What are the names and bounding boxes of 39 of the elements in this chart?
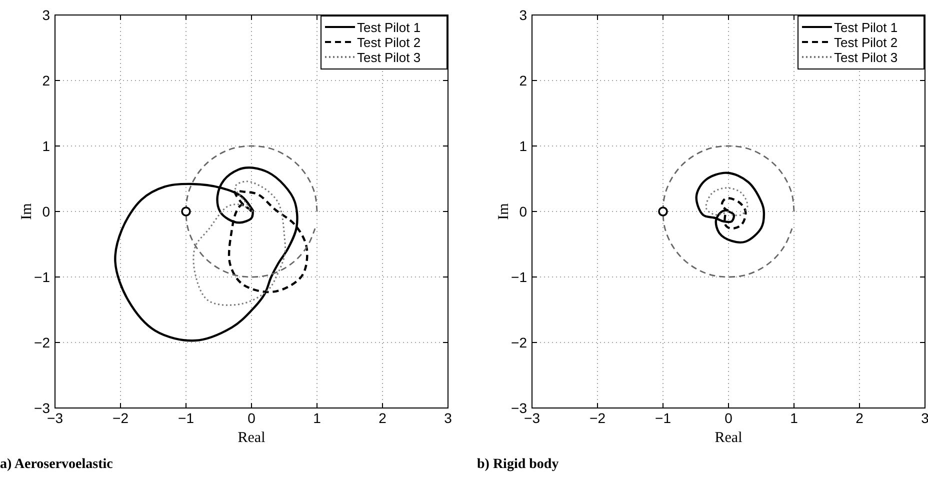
x-axis-title: Real bbox=[714, 430, 742, 446]
y-tick-label: 1 bbox=[42, 138, 50, 154]
legend-label: Test Pilot 2 bbox=[357, 35, 421, 50]
x-axis-title: Real bbox=[238, 430, 266, 446]
x-tick-label: 1 bbox=[313, 410, 322, 426]
y-tick-label: 2 bbox=[519, 72, 528, 88]
text: b) Rigid body bbox=[477, 457, 559, 472]
legend-label: Test Pilot 3 bbox=[834, 50, 898, 65]
y-tick-label: −3 bbox=[34, 400, 50, 416]
y-tick-label: −2 bbox=[34, 334, 50, 350]
x-tick-label: 1 bbox=[790, 410, 798, 426]
x-tick-label: 3 bbox=[444, 410, 452, 426]
y-tick-label: 3 bbox=[519, 7, 528, 23]
x-tick-label: −2 bbox=[112, 410, 129, 426]
x-tick-label: 3 bbox=[921, 410, 928, 426]
y-axis-title: Im bbox=[496, 202, 512, 220]
y-tick-label: −1 bbox=[511, 269, 528, 285]
x-tick-label: 2 bbox=[378, 410, 387, 426]
legend-label: Test Pilot 1 bbox=[834, 20, 898, 35]
x-tick-label: −1 bbox=[655, 410, 672, 426]
y-tick-label: −1 bbox=[34, 269, 50, 285]
line-series bbox=[705, 187, 748, 216]
x-tick-label: −2 bbox=[590, 410, 606, 426]
y-tick-label: 1 bbox=[519, 138, 528, 154]
x-tick-label: 0 bbox=[724, 410, 733, 426]
x-tick-label: −1 bbox=[178, 410, 194, 426]
y-tick-label: 0 bbox=[519, 204, 528, 220]
x-tick-label: 0 bbox=[248, 410, 256, 426]
legend-label: Test Pilot 2 bbox=[834, 35, 898, 50]
y-tick-label: 3 bbox=[42, 7, 50, 23]
legend-label: Test Pilot 1 bbox=[357, 20, 421, 35]
y-axis-title: Im bbox=[19, 202, 35, 220]
legend-label: Test Pilot 3 bbox=[357, 50, 421, 65]
y-tick-label: 0 bbox=[42, 204, 50, 220]
y-tick-label: 2 bbox=[42, 72, 50, 88]
x-tick-label: 2 bbox=[856, 410, 864, 426]
text: a) Aeroservoelastic bbox=[0, 457, 113, 472]
y-tick-label: −2 bbox=[511, 334, 528, 350]
y-tick-label: −3 bbox=[511, 400, 528, 416]
